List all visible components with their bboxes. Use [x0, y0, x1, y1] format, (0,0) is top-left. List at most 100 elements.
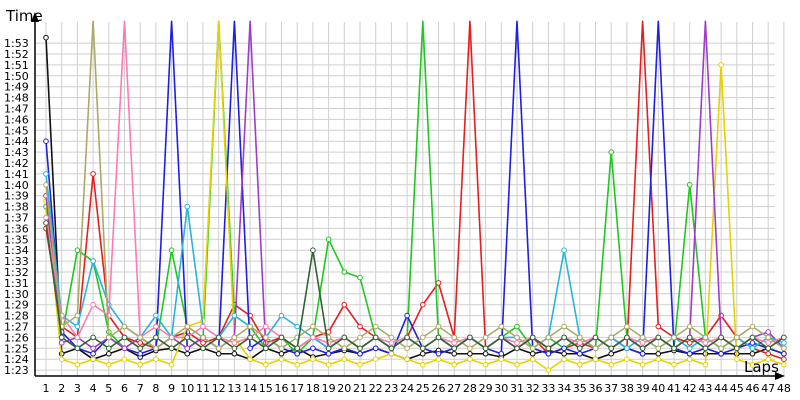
data-point	[106, 334, 112, 341]
data-point	[74, 312, 81, 319]
data-point	[435, 356, 442, 363]
data-point	[278, 345, 285, 352]
x-axis-arrow-icon	[775, 372, 785, 380]
data-point	[43, 214, 49, 221]
y-tick-label: 1:38	[4, 201, 29, 214]
data-point	[765, 356, 772, 363]
data-point	[231, 350, 238, 357]
data-point	[514, 345, 520, 352]
data-point	[561, 356, 567, 363]
data-point	[592, 356, 599, 363]
data-point	[90, 345, 96, 352]
data-point	[357, 274, 363, 281]
data-point	[686, 350, 693, 357]
data-point	[671, 345, 677, 352]
data-point	[74, 345, 81, 352]
x-tick-label: 21	[353, 382, 367, 395]
x-tick-label: 12	[212, 382, 226, 395]
x-tick-label: 42	[683, 382, 697, 395]
y-tick-labels: 1:531:521:511:501:491:481:471:461:451:44…	[4, 37, 29, 377]
data-point	[404, 356, 410, 363]
data-point	[184, 345, 191, 352]
y-tick-label: 1:32	[4, 266, 29, 279]
y-tick-label: 1:46	[4, 113, 29, 126]
data-point	[168, 334, 175, 341]
data-point	[215, 334, 222, 341]
data-point	[325, 361, 332, 368]
data-point	[58, 340, 65, 346]
data-point	[74, 323, 81, 330]
data-point	[451, 361, 458, 368]
data-point	[231, 340, 238, 346]
data-point	[529, 356, 536, 363]
data-point	[215, 345, 222, 352]
x-tick-label: 6	[121, 382, 128, 395]
data-point	[153, 312, 159, 319]
series-line	[45, 20, 785, 355]
y-tick-label: 1:42	[4, 157, 29, 170]
data-point	[278, 356, 285, 363]
x-tick-label: 11	[196, 382, 210, 395]
data-point	[781, 361, 787, 368]
data-point	[294, 323, 301, 330]
data-point	[577, 345, 583, 352]
data-point	[482, 361, 489, 368]
data-point	[90, 171, 96, 177]
data-point	[608, 361, 615, 368]
data-point	[498, 323, 505, 330]
x-tick-label: 34	[557, 382, 571, 395]
y-tick-label: 1:31	[4, 277, 29, 290]
y-tick-label: 1:40	[4, 179, 29, 192]
data-point	[420, 334, 426, 341]
x-tick-label: 1	[43, 382, 50, 395]
data-point	[702, 334, 709, 341]
data-point	[420, 350, 426, 357]
data-point	[90, 258, 96, 264]
data-point	[420, 301, 426, 308]
y-tick-label: 1:52	[4, 48, 29, 61]
data-point	[106, 345, 112, 352]
data-point	[74, 247, 81, 253]
series-5	[43, 20, 787, 373]
x-tick-label: 35	[573, 382, 587, 395]
data-point	[278, 334, 285, 341]
data-point	[765, 345, 772, 352]
data-point	[545, 345, 552, 352]
data-point	[655, 345, 662, 352]
x-tick-label: 2	[58, 382, 65, 395]
data-point	[357, 361, 363, 368]
data-point	[734, 345, 740, 352]
data-point	[388, 350, 395, 357]
x-tick-label: 30	[494, 382, 508, 395]
y-tick-label: 1:41	[4, 168, 29, 181]
data-point	[608, 334, 615, 341]
data-point	[655, 334, 662, 341]
data-point	[577, 334, 583, 341]
data-point	[655, 356, 662, 363]
y-tick-label: 1:43	[4, 146, 29, 159]
x-tick-label: 27	[447, 382, 461, 395]
x-tick-label: 22	[369, 382, 383, 395]
data-point	[514, 323, 520, 330]
data-point	[545, 367, 552, 373]
y-tick-label: 1:33	[4, 255, 29, 268]
x-tick-label: 41	[667, 382, 681, 395]
data-point	[592, 334, 599, 341]
data-point	[43, 182, 49, 188]
data-point	[310, 247, 316, 253]
data-point	[749, 323, 756, 330]
x-tick-label: 37	[604, 382, 618, 395]
data-point	[90, 334, 96, 341]
data-point	[498, 356, 505, 363]
x-tick-label: 25	[416, 382, 430, 395]
data-point	[263, 323, 269, 330]
data-point	[435, 280, 442, 286]
data-point	[420, 345, 426, 352]
series-line	[45, 222, 785, 350]
y-tick-label: 1:45	[4, 124, 29, 137]
x-tick-label: 5	[105, 382, 112, 395]
data-point	[467, 345, 473, 352]
data-point	[545, 334, 552, 341]
data-point	[372, 334, 379, 341]
data-point	[325, 350, 332, 357]
